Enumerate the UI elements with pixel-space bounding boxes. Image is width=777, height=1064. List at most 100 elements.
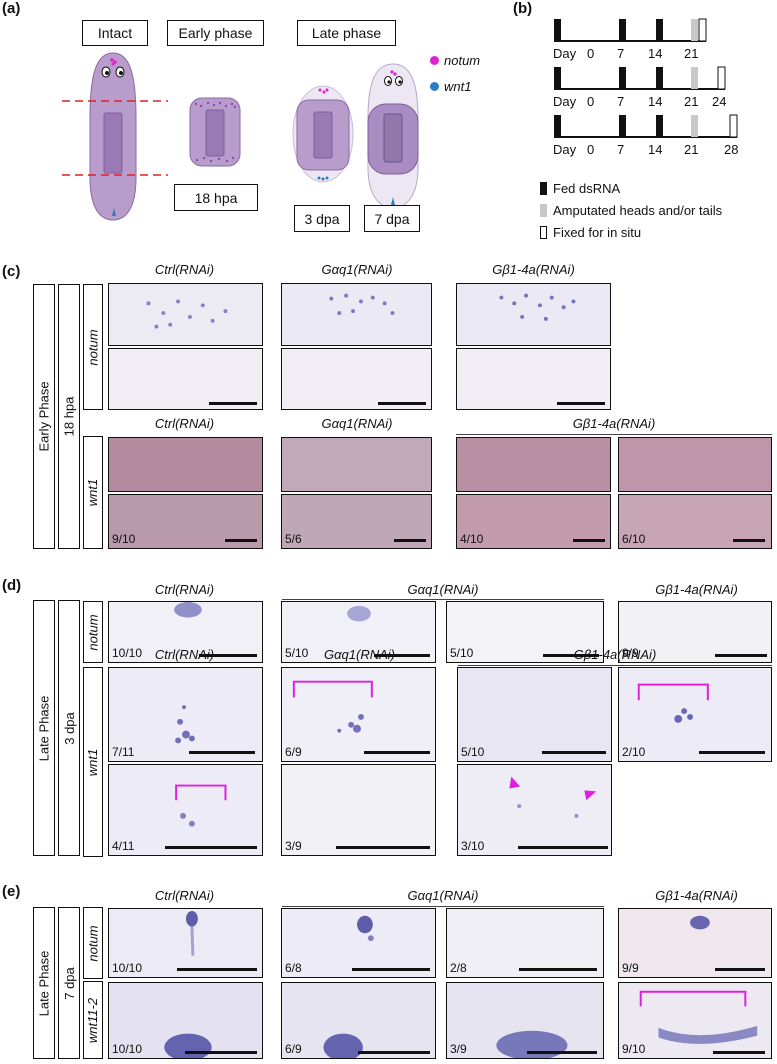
image-d-gb14a-notum: 9/9 xyxy=(618,601,772,663)
fraction-label: 2/8 xyxy=(450,961,467,975)
gene-label-c-notum: notum xyxy=(83,284,103,410)
fraction-label: 6/8 xyxy=(285,961,302,975)
image-c-gb14a-wnt1-posterior-2: 6/10 xyxy=(618,494,772,549)
image-d-gaq1-wnt1-2: 3/9 xyxy=(281,764,436,856)
legend-notum: notum xyxy=(430,53,480,68)
fraction-label: 9/9 xyxy=(622,961,639,975)
image-c-ctrl-notum-anterior xyxy=(108,283,263,346)
header-c2-gb14a: Gβ1-4a(RNAi) xyxy=(572,416,656,431)
image-d-ctrl-wnt1-1: 7/11 xyxy=(108,667,263,762)
fraction-label: 6/9 xyxy=(285,1042,302,1056)
image-e-gaq1-wnt11-2: 3/9 xyxy=(446,982,604,1059)
panel-a-label: (a) xyxy=(2,0,21,17)
scale-bar xyxy=(225,539,257,542)
scale-bar xyxy=(165,846,257,849)
scale-bar xyxy=(519,968,597,971)
fraction-label: 9/10 xyxy=(112,532,136,546)
header-d2-ctrl: Ctrl(RNAi) xyxy=(154,647,215,662)
panel-c-label: (c) xyxy=(2,263,21,280)
time-label-c: 18 hpa xyxy=(58,284,80,549)
image-c-gb14a-notum-anterior xyxy=(456,283,611,346)
group-underline xyxy=(456,434,772,435)
scale-bar xyxy=(699,751,765,754)
image-c-gaq1-wnt1-posterior: 5/6 xyxy=(281,494,432,549)
fraction-label: 2/10 xyxy=(622,745,646,759)
stage-intact-label: Intact xyxy=(82,20,148,46)
tick-label: 0 xyxy=(587,94,595,109)
stage-early-label: Early phase xyxy=(167,20,264,46)
phase-label-e: Late Phase xyxy=(33,907,55,1059)
image-d-gaq1-notum-1: 5/10 xyxy=(281,601,436,663)
fraction-label: 10/10 xyxy=(112,1042,143,1056)
scale-bar xyxy=(713,1051,765,1054)
worm-schematic xyxy=(62,52,419,221)
tick-label: 14 xyxy=(648,46,663,61)
gene-label-d-wnt1: wnt1 xyxy=(83,667,103,857)
scale-bar xyxy=(715,968,765,971)
scale-bar xyxy=(557,402,605,405)
image-d-gaq1-notum-2: 5/10 xyxy=(446,601,604,663)
time-7dpa-label: 7 dpa xyxy=(364,205,420,232)
notum-dot-icon xyxy=(430,56,439,65)
gene-label-e-notum: notum xyxy=(83,907,103,979)
header-d-ctrl: Ctrl(RNAi) xyxy=(154,582,215,597)
fraction-label: 5/10 xyxy=(285,646,309,660)
feeding-timeline xyxy=(554,18,738,138)
black-bar-icon xyxy=(540,182,547,195)
image-c-gaq1-wnt1-anterior xyxy=(281,437,432,492)
early-fragment-icon xyxy=(189,97,241,167)
time-label-e: 7 dpa xyxy=(58,907,80,1059)
scale-bar xyxy=(352,968,430,971)
tick-label: 24 xyxy=(712,94,727,109)
panel-d-label: (d) xyxy=(2,577,22,594)
header-c-ctrl: Ctrl(RNAi) xyxy=(154,262,215,277)
phase-label-c: Early Phase xyxy=(33,284,55,549)
scale-bar xyxy=(185,1051,257,1054)
image-d-ctrl-wnt1-2: 4/11 xyxy=(108,764,263,856)
image-c-gb14a-wnt1-posterior-1: 4/10 xyxy=(456,494,611,549)
time-3dpa-label: 3 dpa xyxy=(294,205,350,232)
image-e-ctrl-wnt11: 10/10 xyxy=(108,982,263,1059)
gene-label-e-wnt11: wnt11-2 xyxy=(83,981,103,1059)
header-c2-ctrl: Ctrl(RNAi) xyxy=(154,416,215,431)
fraction-label: 9/9 xyxy=(622,646,639,660)
image-c-gb14a-wnt1-anterior-2 xyxy=(618,437,772,492)
scale-bar xyxy=(358,1051,430,1054)
scale-bar xyxy=(336,846,430,849)
header-d2-gaq1: Gαq1(RNAi) xyxy=(324,647,395,662)
tick-label: 0 xyxy=(587,46,595,61)
image-e-gaq1-wnt11-1: 6/9 xyxy=(281,982,436,1059)
image-c-ctrl-wnt1-posterior: 9/10 xyxy=(108,494,263,549)
group-underline xyxy=(282,906,604,907)
timeline-2 xyxy=(554,66,726,90)
fraction-label: 3/10 xyxy=(461,839,485,853)
scale-bar xyxy=(527,1051,597,1054)
tick-label: 7 xyxy=(617,94,625,109)
scale-bar xyxy=(199,654,257,657)
fraction-label: 10/10 xyxy=(112,646,143,660)
header-d-gb14a: Gβ1-4a(RNAi) xyxy=(655,582,738,597)
key-fixed: Fixed for in situ xyxy=(540,225,641,240)
image-c-ctrl-wnt1-anterior xyxy=(108,437,263,492)
tick-label: 21 xyxy=(684,94,699,109)
header-d-gaq1: Gαq1(RNAi) xyxy=(407,582,479,597)
day-label-2: Day xyxy=(553,94,577,109)
scale-bar xyxy=(374,654,430,657)
tick-label: 21 xyxy=(684,142,699,157)
image-d-ctrl-notum: 10/10 xyxy=(108,601,263,663)
gene-label-c-wnt1: wnt1 xyxy=(83,436,103,549)
image-d-gaq1-wnt1-1: 6/9 xyxy=(281,667,436,762)
tick-label: 14 xyxy=(648,142,663,157)
day-label-3: Day xyxy=(553,142,577,157)
tick-label: 28 xyxy=(724,142,739,157)
fraction-label: 10/10 xyxy=(112,961,143,975)
fraction-label: 3/9 xyxy=(285,839,302,853)
tick-label: 21 xyxy=(684,46,699,61)
fraction-label: 3/9 xyxy=(450,1042,467,1056)
intact-worm-icon xyxy=(89,52,137,221)
fraction-label: 5/10 xyxy=(461,745,485,759)
time-label-d: 3 dpa xyxy=(58,600,80,856)
image-e-gb14a-wnt11: 9/10 xyxy=(618,982,772,1059)
fraction-label: 6/10 xyxy=(622,532,646,546)
group-underline xyxy=(282,599,604,600)
